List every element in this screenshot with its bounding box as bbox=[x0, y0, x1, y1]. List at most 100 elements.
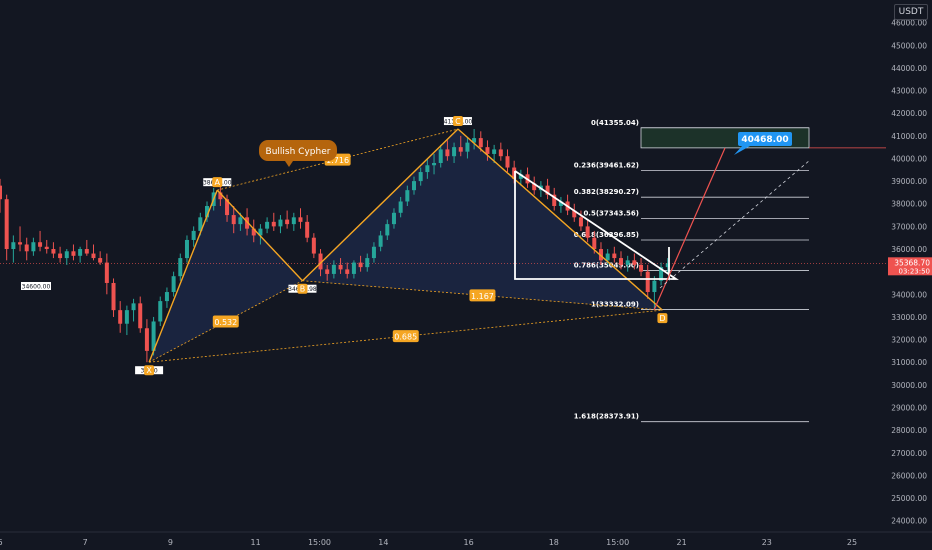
candle-body bbox=[351, 262, 356, 274]
candle-body bbox=[391, 212, 396, 225]
candle-body bbox=[505, 156, 510, 168]
y-tick-label: 41000.00 bbox=[891, 132, 927, 141]
candle-body bbox=[659, 267, 664, 281]
candle-body bbox=[412, 181, 417, 191]
x-tick-label: 15:00 bbox=[606, 538, 629, 547]
price-tag-bg bbox=[21, 282, 51, 290]
candle-body bbox=[665, 263, 670, 268]
candle-body bbox=[645, 271, 650, 293]
candle-body bbox=[285, 219, 290, 225]
candle-body bbox=[578, 217, 583, 227]
candle-body bbox=[639, 264, 644, 272]
candle-body bbox=[0, 185, 2, 200]
y-tick-label: 39000.00 bbox=[891, 177, 927, 186]
ratio-label: 1.716 bbox=[326, 156, 349, 165]
y-tick-label: 44000.00 bbox=[891, 64, 927, 73]
candle-body bbox=[612, 253, 617, 259]
y-tick-label: 40000.00 bbox=[891, 154, 927, 163]
candle-body bbox=[598, 249, 603, 261]
target-callout[interactable] bbox=[738, 132, 792, 146]
candle-body bbox=[184, 239, 189, 259]
candle-body bbox=[605, 253, 610, 261]
candle-body bbox=[405, 190, 410, 202]
current-price-badge[interactable] bbox=[888, 257, 932, 276]
candle-body bbox=[458, 147, 463, 152]
y-tick-label: 27000.00 bbox=[891, 449, 927, 458]
candle-body bbox=[619, 258, 624, 265]
ratio-badge bbox=[392, 330, 419, 343]
pattern-name-callout[interactable] bbox=[259, 140, 337, 161]
candle-body bbox=[18, 242, 23, 245]
wedge-triangle bbox=[514, 170, 679, 280]
ratio-line bbox=[148, 280, 303, 363]
currency-label[interactable]: USDT bbox=[894, 4, 928, 20]
pattern-name-label: Bullish Cypher bbox=[266, 147, 331, 157]
candle-body bbox=[385, 224, 390, 236]
candle-body bbox=[205, 206, 210, 218]
y-tick-label: 30000.00 bbox=[891, 381, 927, 390]
ratio-label: 0.532 bbox=[214, 318, 237, 327]
candle-body bbox=[345, 269, 350, 274]
fib-label: 1(33332.09) bbox=[591, 300, 639, 308]
pattern-leg bbox=[216, 189, 303, 282]
current-price-value: 35368.70 bbox=[894, 258, 930, 267]
candle-body bbox=[271, 221, 276, 227]
pattern-fill-bcd bbox=[302, 129, 663, 311]
countdown-value: 03:23:50 bbox=[899, 267, 930, 275]
candle-body bbox=[485, 147, 490, 154]
candle-body bbox=[71, 251, 76, 256]
point-label: C bbox=[455, 117, 461, 126]
candle-body bbox=[545, 185, 550, 195]
candle-body bbox=[585, 226, 590, 238]
x-tick-label: 6 bbox=[0, 538, 3, 547]
candle-body bbox=[24, 244, 29, 252]
point-badge bbox=[212, 177, 223, 188]
candle-body bbox=[218, 192, 223, 200]
price-tag-label: 34600.00 bbox=[22, 284, 51, 291]
pattern-leg bbox=[301, 128, 459, 282]
point-badge bbox=[297, 283, 308, 294]
point-label: B bbox=[300, 285, 306, 294]
candle-body bbox=[452, 147, 457, 157]
candle-body bbox=[144, 328, 149, 351]
candle-body bbox=[225, 199, 230, 216]
candle-body bbox=[558, 201, 563, 207]
x-tick-label: 25 bbox=[847, 538, 857, 547]
candle-body bbox=[104, 262, 109, 283]
candle-body bbox=[158, 301, 163, 322]
x-tick-label: 23 bbox=[762, 538, 772, 547]
candle-body bbox=[251, 228, 256, 236]
candle-body bbox=[64, 251, 69, 259]
candle-body bbox=[652, 280, 657, 293]
candle-body bbox=[278, 219, 283, 227]
candle-body bbox=[31, 242, 36, 252]
candle-body bbox=[98, 258, 103, 263]
fib-label: 1.618(28373.91) bbox=[574, 413, 639, 421]
candle-body bbox=[325, 269, 330, 274]
ratio-label: 1.167 bbox=[471, 292, 494, 301]
candle-body bbox=[592, 237, 597, 250]
ratio-label: 0.685 bbox=[394, 333, 417, 342]
pattern-leg bbox=[148, 189, 218, 363]
candle-body bbox=[84, 249, 89, 254]
point-label: X bbox=[146, 366, 152, 375]
candle-body bbox=[365, 258, 370, 268]
target-label: 40468.00 bbox=[741, 135, 788, 145]
candle-body bbox=[498, 149, 503, 157]
fib-label: 0.5(37343.56) bbox=[583, 210, 639, 218]
candle-body bbox=[298, 217, 303, 222]
candle-body bbox=[331, 264, 336, 274]
point-badge bbox=[144, 365, 155, 376]
candle-body bbox=[338, 264, 343, 270]
y-tick-label: 43000.00 bbox=[891, 87, 927, 96]
candle-body bbox=[58, 253, 63, 259]
candle-body bbox=[472, 138, 477, 143]
candle-body bbox=[138, 303, 143, 329]
y-tick-label: 45000.00 bbox=[891, 41, 927, 50]
candle-body bbox=[371, 246, 376, 259]
x-tick-label: 15:00 bbox=[308, 538, 331, 547]
pattern-fill-xab bbox=[149, 190, 303, 363]
fib-label: 0.382(38290.27) bbox=[574, 188, 639, 196]
